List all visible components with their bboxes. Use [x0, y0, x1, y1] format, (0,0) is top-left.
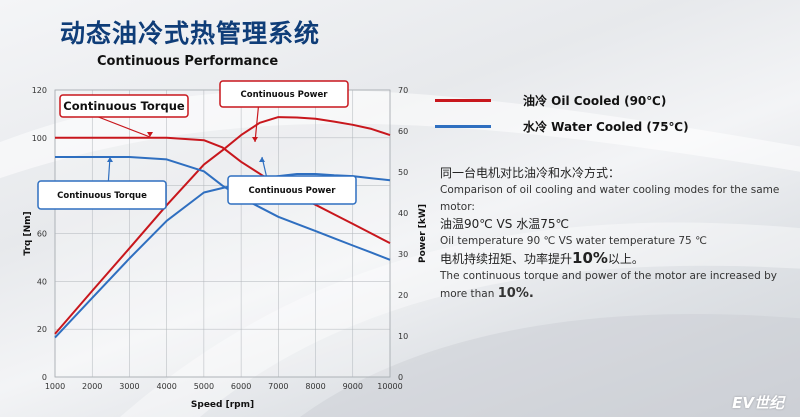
y2-tick-label: 40 — [398, 209, 408, 218]
desc-line3-zh: 电机持续扭矩、功率提升10%以上。 — [440, 250, 792, 268]
desc-line3-highlight: 10% — [572, 249, 608, 267]
desc-line2-en: Oil temperature 90 ℃ VS water temperatur… — [440, 235, 707, 247]
legend-label-oil: 油冷 Oil Cooled (90℃) — [523, 93, 667, 108]
desc-line1-en: Comparison of oil cooling and water cool… — [440, 184, 780, 213]
x-tick-label: 8000 — [305, 382, 325, 391]
desc-line3-zh-pre: 电机持续扭矩、功率提升 — [440, 252, 573, 266]
x-tick-label: 5000 — [194, 382, 214, 391]
annotation-leader — [254, 106, 259, 143]
annotation-label: Continuous Torque — [57, 191, 147, 201]
x-tick-label: 3000 — [119, 382, 139, 391]
x-tick-label: 9000 — [343, 382, 363, 391]
y2-tick-label: 20 — [398, 291, 408, 300]
annotation-label: Continuous Power — [249, 186, 337, 196]
x-tick-label: 6000 — [231, 382, 251, 391]
y2-tick-label: 30 — [398, 250, 408, 259]
annotation-box — [59, 94, 189, 118]
y2-tick-label: 60 — [398, 127, 408, 136]
y-tick-label: 0 — [42, 373, 47, 382]
x-tick-label: 4000 — [156, 382, 176, 391]
annotation-label: Continuous Torque — [63, 99, 185, 113]
legend-swatch-water — [435, 124, 491, 128]
y2-tick-label: 10 — [398, 332, 408, 341]
legend-label-water: 水冷 Water Cooled (75℃) — [523, 119, 689, 134]
x-axis-label: Speed [rpm] — [191, 400, 254, 410]
desc-line3-en-pre: The continuous torque and power of the m… — [440, 270, 777, 300]
chart-title: Continuous Performance — [97, 54, 279, 69]
series-line-water-torque — [55, 156, 391, 261]
desc-line3-zh-post: 以上。 — [607, 252, 644, 266]
annotation-arrowhead — [252, 137, 258, 142]
annotation-box — [37, 180, 167, 210]
annotation-box — [219, 80, 349, 108]
annotation-arrowhead — [107, 157, 113, 162]
x-tick-label: 2000 — [82, 382, 102, 391]
y2-tick-label: 50 — [398, 168, 408, 177]
series-line-oil-power — [54, 116, 391, 335]
legend-item-water: 水冷 Water Cooled (75℃) — [435, 116, 689, 136]
watermark-logo: EV世纪 — [732, 394, 784, 412]
slide-title: 动态油冷式热管理系统 — [60, 19, 321, 48]
description-block: 同一台电机对比油冷和水冷方式： Comparison of oil coolin… — [440, 165, 792, 303]
y-tick-label: 40 — [37, 277, 47, 286]
desc-line1-zh: 同一台电机对比油冷和水冷方式： — [440, 166, 621, 180]
y-tick-label: 60 — [37, 230, 47, 239]
y-axis-label: Trq [Nm] — [23, 211, 33, 255]
y-tick-label: 120 — [32, 86, 47, 95]
legend-swatch-oil — [435, 98, 491, 102]
y2-axis-label: Power [kW] — [418, 204, 428, 263]
desc-line2-zh: 油温90℃ VS 水温75℃ — [440, 217, 569, 231]
x-tick-label: 7000 — [268, 382, 288, 391]
series-line-oil-torque — [55, 136, 391, 244]
y-tick-label: 20 — [37, 325, 47, 334]
annotation-arrowhead — [259, 157, 265, 162]
desc-line3-en: The continuous torque and power of the m… — [440, 268, 792, 303]
annotation-box — [227, 175, 357, 205]
y2-tick-label: 0 — [398, 373, 403, 382]
annotation-arrowhead — [147, 132, 153, 137]
x-tick-label: 1000 — [45, 382, 65, 391]
y-tick-label: 100 — [32, 134, 47, 143]
legend-item-oil: 油冷 Oil Cooled (90℃) — [435, 90, 666, 110]
x-tick-label: 10000 — [377, 382, 402, 391]
annotation-leader — [98, 116, 151, 138]
y2-tick-label: 70 — [398, 86, 408, 95]
desc-line3-en-highlight: 10%. — [497, 286, 534, 301]
annotation-label: Continuous Power — [241, 90, 329, 100]
